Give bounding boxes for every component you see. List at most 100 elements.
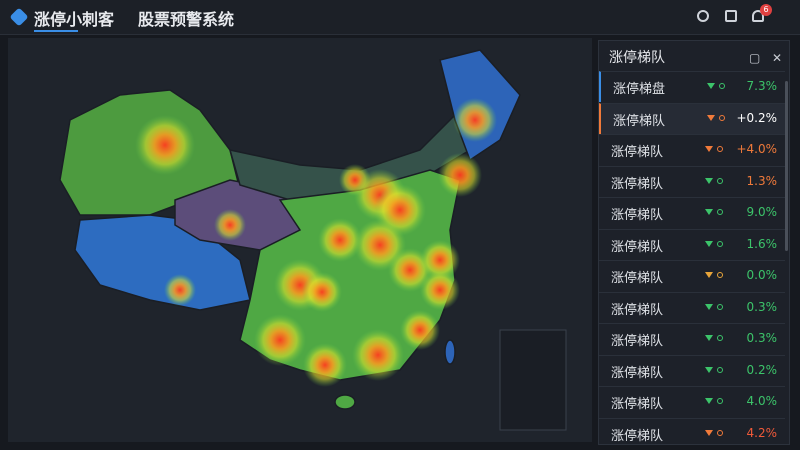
list-row[interactable]: 涨停梯队 +0.2% (599, 102, 785, 134)
row-value: 4.0% (746, 394, 778, 408)
app-title: 涨停小刺客 (34, 10, 115, 29)
heat-spot (318, 218, 362, 262)
row-value: 4.2% (746, 425, 778, 440)
trend-icon (705, 366, 723, 373)
list-row[interactable]: 涨停梯队 0.3% (599, 291, 785, 323)
heat-spot (420, 270, 460, 310)
row-value: 0.2% (746, 362, 778, 377)
row-name: 涨停梯队 (611, 397, 664, 412)
list-row[interactable]: 涨停梯盘 7.3% (599, 71, 785, 102)
list-row[interactable]: 涨停梯队 0.0% (599, 260, 785, 291)
trend-arrow (705, 272, 713, 278)
side-panel: 涨停梯队 ▢ ✕ 涨停梯盘 7.3% 涨停梯队 +0.2% 涨停梯队 +4.0% 涨停梯队 1… (598, 40, 790, 445)
heat-map (8, 38, 592, 442)
heat-spot (135, 115, 195, 175)
heat-spot (352, 329, 404, 381)
heat-spot (453, 98, 497, 142)
row-value: 7.3% (746, 79, 778, 93)
trend-dot (719, 114, 725, 121)
list-row[interactable]: 涨停梯队 1.6% (599, 228, 785, 260)
heat-spot (214, 209, 246, 241)
app-subtitle: 股票预警系统 (138, 10, 235, 29)
clock-icon[interactable] (697, 10, 709, 22)
trend-dot (717, 177, 723, 184)
cube-icon[interactable] (725, 10, 737, 22)
trend-dot (717, 366, 723, 373)
trend-dot (717, 146, 723, 152)
trend-dot (717, 272, 723, 278)
trend-arrow (705, 209, 713, 215)
trend-icon (707, 114, 725, 121)
trend-icon (705, 177, 723, 184)
row-value: 0.3% (746, 299, 778, 314)
trend-icon (705, 303, 723, 310)
heat-spot (302, 272, 342, 312)
list-row[interactable]: 涨停梯队 1.3% (599, 165, 785, 197)
list-row[interactable]: 涨停梯队 4.2% (599, 417, 785, 445)
trend-dot (717, 429, 723, 436)
trend-arrow (705, 146, 713, 152)
row-name: 涨停梯队 (611, 208, 664, 223)
heat-spot (254, 314, 306, 366)
heat-spot (164, 274, 196, 306)
row-name: 涨停梯队 (611, 145, 664, 160)
trend-icon (705, 146, 723, 152)
trend-arrow (705, 429, 713, 436)
trend-dot (717, 209, 723, 215)
bell-icon[interactable] (752, 10, 764, 22)
row-name: 涨停梯队 (611, 176, 664, 192)
scrollbar[interactable] (785, 81, 788, 251)
trend-icon (705, 429, 723, 436)
trend-arrow (705, 398, 713, 404)
inset-map (499, 329, 567, 431)
row-value: 0.0% (746, 268, 778, 282)
row-name: 涨停梯队 (611, 239, 664, 255)
heat-spot (400, 310, 440, 350)
row-name: 涨停梯队 (611, 334, 664, 349)
panel-title: 涨停梯队 (609, 50, 665, 66)
window-button[interactable]: ▢ (749, 51, 761, 65)
trend-icon (705, 240, 723, 247)
heat-spot (420, 240, 460, 280)
heat-spot (303, 343, 347, 387)
row-name: 涨停梯队 (611, 365, 664, 381)
trend-dot (717, 303, 723, 310)
trend-arrow (707, 114, 715, 121)
list-row[interactable]: 涨停梯队 4.0% (599, 386, 785, 417)
heat-spot (438, 153, 482, 197)
trend-dot (717, 335, 723, 341)
trend-arrow (707, 83, 715, 89)
row-value: 1.6% (746, 236, 778, 251)
region (444, 339, 456, 365)
trend-icon (705, 335, 723, 341)
list-row[interactable]: 涨停梯队 9.0% (599, 197, 785, 228)
trend-dot (717, 240, 723, 247)
row-value: 9.0% (746, 205, 778, 219)
trend-arrow (705, 303, 713, 310)
trend-arrow (705, 335, 713, 341)
trend-icon (705, 398, 723, 404)
row-value: 1.3% (746, 173, 778, 188)
header: 涨停小刺客 股票预警系统 6 (0, 0, 800, 35)
row-value: +0.2% (736, 110, 777, 125)
trend-icon (705, 272, 723, 278)
close-button[interactable]: ✕ (772, 51, 783, 65)
list-row[interactable]: 涨停梯队 0.3% (599, 323, 785, 354)
row-name: 涨停梯队 (613, 113, 666, 129)
list-row[interactable]: 涨停梯队 0.2% (599, 354, 785, 386)
row-name: 涨停梯盘 (613, 82, 666, 97)
region (334, 394, 356, 410)
trend-icon (705, 209, 723, 215)
row-name: 涨停梯队 (611, 302, 664, 318)
list-row[interactable]: 涨停梯队 +4.0% (599, 134, 785, 165)
row-name: 涨停梯队 (611, 428, 664, 444)
row-value: 0.3% (746, 331, 778, 345)
trend-arrow (705, 177, 713, 184)
logo[interactable] (9, 7, 29, 27)
row-value: +4.0% (736, 142, 777, 156)
active-indicator (34, 30, 78, 32)
trend-arrow (705, 366, 713, 373)
trend-arrow (705, 240, 713, 247)
trend-dot (719, 83, 725, 89)
